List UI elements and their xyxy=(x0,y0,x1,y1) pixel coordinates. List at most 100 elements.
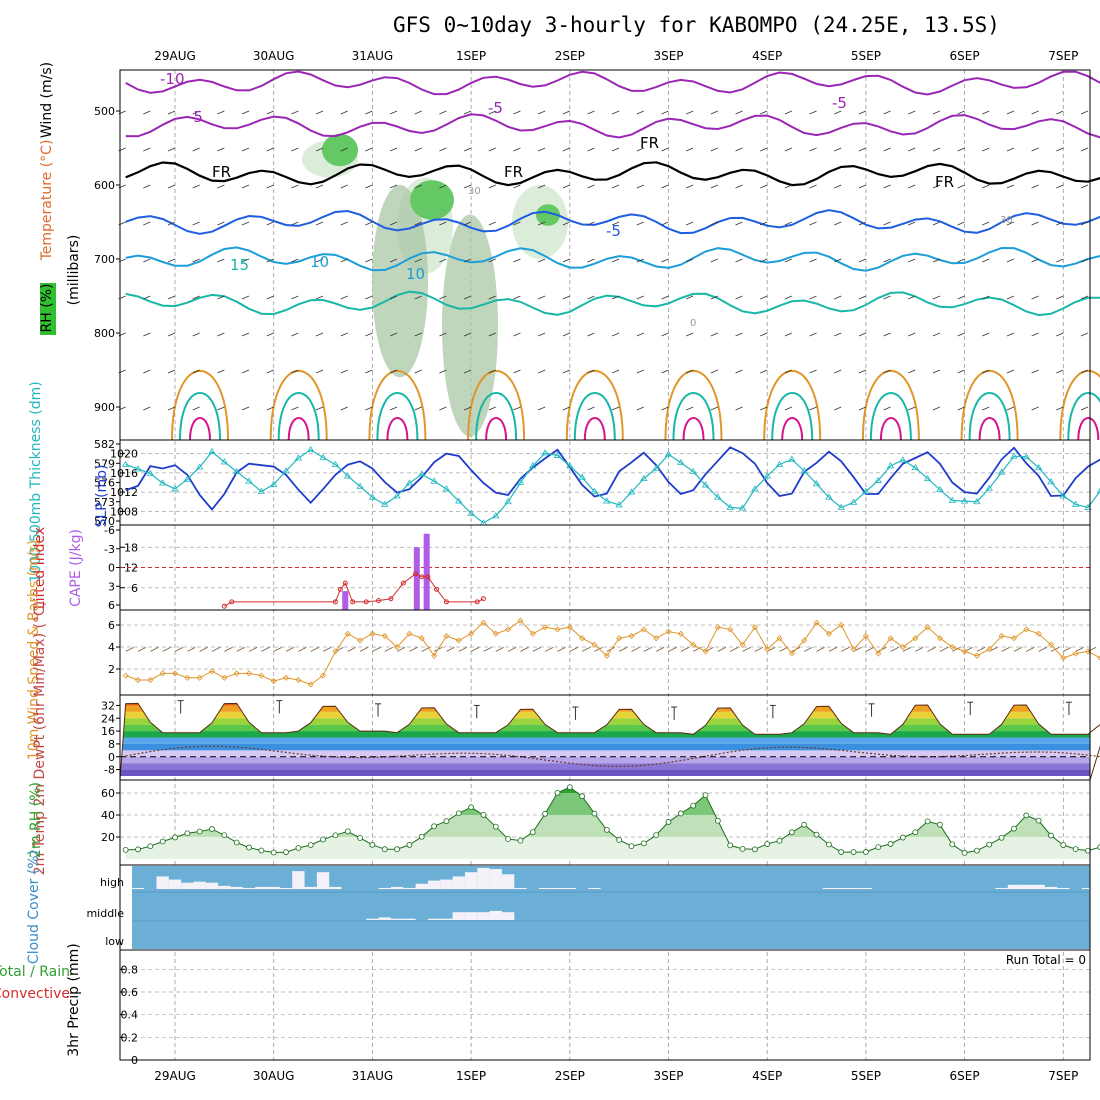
chart-title: GFS 0~10day 3-hourly for KABOMPO (24.25E… xyxy=(393,13,1000,37)
contour-loop xyxy=(664,369,723,441)
thickness-point xyxy=(948,496,956,503)
wind-barb xyxy=(1031,221,1039,226)
wind-barb xyxy=(883,147,891,152)
rh-point xyxy=(431,823,437,830)
wind-barb xyxy=(192,258,200,263)
wind-barb xyxy=(241,295,250,300)
cape-bar xyxy=(413,547,420,610)
y-tick-label: 0 xyxy=(108,562,115,575)
wind-barb xyxy=(167,406,176,411)
wind-speed-point xyxy=(949,643,956,651)
cloud-bar xyxy=(452,912,465,920)
wind-barb xyxy=(261,647,270,652)
wind-barb xyxy=(315,369,324,374)
date-label-bottom: 3SEP xyxy=(653,1069,683,1083)
temp-band xyxy=(120,711,1090,719)
thickness-point xyxy=(307,445,315,453)
wind-barb xyxy=(858,369,867,374)
lifted-index-line xyxy=(224,573,484,607)
wind-barb xyxy=(532,647,541,652)
wind-barb xyxy=(537,332,546,337)
panel-y-label: Lifted Index xyxy=(32,527,48,609)
wind-barb xyxy=(217,406,225,411)
rh-point xyxy=(788,829,795,836)
rh-point xyxy=(1035,817,1042,824)
thickness-point xyxy=(849,498,858,505)
wind-barb xyxy=(217,110,225,115)
wind-barb xyxy=(908,221,916,226)
cloud-bar xyxy=(538,887,552,889)
wind-barb xyxy=(143,332,151,337)
contour-loop xyxy=(171,369,229,441)
cloud-bar xyxy=(366,918,379,920)
wind-barb xyxy=(611,295,620,300)
wind-speed-point xyxy=(653,635,660,642)
wind-barb xyxy=(1001,647,1010,652)
wind-barb xyxy=(513,110,521,115)
wind-barb xyxy=(834,295,842,300)
thickness-point xyxy=(171,485,179,492)
panel-frames xyxy=(119,69,1091,1061)
wind-barb xyxy=(587,184,595,189)
wind-barb xyxy=(439,295,447,300)
isotherm-line xyxy=(125,161,1100,187)
wind-barb xyxy=(1080,147,1089,152)
cloud-bar xyxy=(255,886,268,889)
wind-barb xyxy=(834,406,842,411)
cloud-bar xyxy=(489,910,502,920)
rh-point xyxy=(159,838,166,845)
cloud-bar xyxy=(403,918,416,920)
wind-barb xyxy=(365,110,373,115)
wind-barb xyxy=(618,647,628,652)
cloud-bar xyxy=(378,917,391,920)
lifted-index-point xyxy=(388,596,394,602)
wind-barb xyxy=(315,258,324,263)
cloud-background xyxy=(132,866,1090,949)
wind-speed-point xyxy=(899,643,906,651)
wind-barb xyxy=(291,221,299,226)
rh-point xyxy=(468,804,475,811)
cloud-bar xyxy=(168,879,182,889)
date-label-bottom: 5SEP xyxy=(851,1069,881,1083)
wind-barb xyxy=(1056,184,1064,189)
wind-barb xyxy=(217,332,225,337)
wind-speed-point xyxy=(307,681,314,688)
contour-loop xyxy=(376,392,419,441)
rh-point xyxy=(357,835,363,841)
rh-point xyxy=(640,840,647,847)
panel-y-label: 1000-500mb Thickness (dm) xyxy=(28,381,44,582)
date-label-top: 1SEP xyxy=(456,49,486,63)
wind-barb xyxy=(1031,295,1039,300)
wind-barb xyxy=(964,647,973,652)
wind-barb xyxy=(735,369,743,374)
wind-barb xyxy=(1006,258,1015,263)
cloud-bar xyxy=(514,887,527,889)
lifted-index-point xyxy=(419,574,425,580)
wind-barb xyxy=(439,406,447,411)
wind-barb xyxy=(816,647,825,652)
wind-barb xyxy=(143,369,151,374)
wind-barb xyxy=(340,258,348,263)
wind-barb xyxy=(957,258,965,263)
wind-barb xyxy=(932,221,941,226)
wind-barb xyxy=(488,147,496,152)
rh-point xyxy=(554,789,561,796)
wind-barb xyxy=(611,332,620,337)
wind-barb xyxy=(957,110,965,115)
thickness-point xyxy=(344,472,352,479)
wind-barb xyxy=(784,295,793,300)
thickness-point xyxy=(146,469,155,476)
wind-barb xyxy=(167,258,176,263)
wind-barb xyxy=(192,332,200,337)
thickness-point xyxy=(640,474,648,482)
wind-barb xyxy=(310,647,319,652)
wind-barb xyxy=(315,295,324,300)
wind-barb xyxy=(340,369,348,374)
wind-barb xyxy=(315,406,324,411)
wind-barb xyxy=(463,258,472,263)
y-tick-label: 582 xyxy=(94,438,115,451)
lifted-index-point xyxy=(363,599,369,605)
temp-band xyxy=(120,731,1090,738)
date-label-bottom: 2SEP xyxy=(555,1069,585,1083)
wind-barb xyxy=(513,258,521,263)
